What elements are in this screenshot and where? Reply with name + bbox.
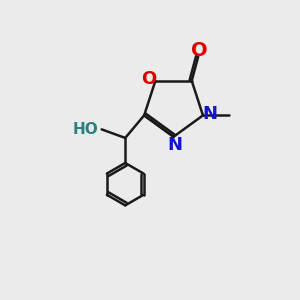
Text: N: N: [202, 105, 217, 123]
Text: N: N: [167, 136, 182, 154]
Text: HO: HO: [72, 122, 98, 137]
Text: O: O: [141, 70, 157, 88]
Text: O: O: [191, 41, 208, 60]
